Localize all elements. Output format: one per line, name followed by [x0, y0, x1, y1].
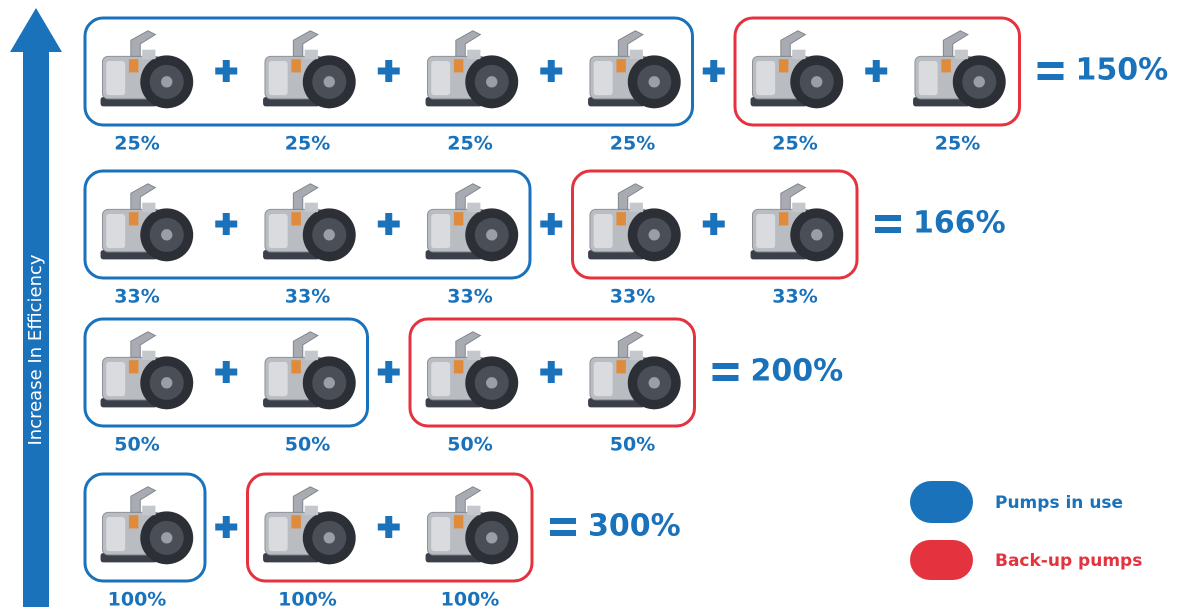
pump-image: [101, 31, 194, 109]
pump-share-label: 50%: [447, 434, 492, 456]
plus-sign: [385, 60, 392, 82]
pump-image: [588, 31, 681, 109]
arrow-label: Increase In Efficiency: [25, 254, 46, 445]
pump-share-label: 25%: [772, 133, 817, 155]
pump-share-label: 50%: [610, 434, 655, 456]
plus-sign: [548, 213, 555, 235]
pump-image: [426, 184, 519, 262]
pump-share-label: 33%: [447, 286, 492, 308]
pump-image: [588, 184, 681, 262]
plus-sign: [873, 60, 880, 82]
pump-share-label: 100%: [108, 589, 167, 607]
plus-sign: [710, 60, 717, 82]
pump-image: [426, 332, 519, 410]
pump-image: [751, 31, 844, 109]
pump-share-label: 50%: [114, 434, 159, 456]
plus-sign: [548, 60, 555, 82]
pump-share-label: 33%: [610, 286, 655, 308]
pump-image: [101, 487, 194, 565]
equals-sign: [1038, 74, 1064, 80]
pump-image: [101, 184, 194, 262]
equals-sign: [1038, 62, 1064, 68]
pump-share-label: 25%: [114, 133, 159, 155]
pump-share-label: 33%: [285, 286, 330, 308]
plus-sign: [223, 361, 230, 383]
equals-sign: [550, 530, 576, 536]
legend-label-in-use: Pumps in use: [995, 493, 1123, 513]
equals-sign: [875, 227, 901, 233]
pump-image: [263, 332, 356, 410]
infographic: Increase In Efficiency 25% 25% 25% 25% 25% 25…: [0, 0, 1179, 607]
plus-sign: [385, 213, 392, 235]
plus-sign: [710, 213, 717, 235]
plus-sign: [223, 60, 230, 82]
legend-swatch-backup: [910, 540, 973, 580]
equals-sign: [550, 518, 576, 524]
pump-image: [588, 332, 681, 410]
equals-sign: [875, 215, 901, 221]
pump-share-label: 25%: [610, 133, 655, 155]
row-total: 150%: [1076, 53, 1169, 88]
row-total: 300%: [588, 509, 681, 544]
pump-image: [426, 487, 519, 565]
pump-share-label: 33%: [114, 286, 159, 308]
pump-share-label: 25%: [285, 133, 330, 155]
plus-sign: [548, 361, 555, 383]
pump-image: [751, 184, 844, 262]
pump-image: [101, 332, 194, 410]
plus-sign: [385, 361, 392, 383]
pump-share-label: 100%: [278, 589, 337, 607]
legend-swatch-in-use: [910, 481, 973, 523]
pump-share-label: 25%: [935, 133, 980, 155]
plus-sign: [223, 516, 230, 538]
pump-image: [263, 184, 356, 262]
plus-sign: [223, 213, 230, 235]
pump-share-label: 50%: [285, 434, 330, 456]
pump-image: [426, 31, 519, 109]
legend-label-backup: Back-up pumps: [995, 551, 1142, 571]
pump-share-label: 100%: [441, 589, 500, 607]
pump-image: [913, 31, 1006, 109]
pump-image: [263, 31, 356, 109]
row-total: 166%: [913, 206, 1006, 241]
equals-sign: [713, 363, 739, 369]
pump-image: [263, 487, 356, 565]
pump-share-label: 25%: [447, 133, 492, 155]
pump-share-label: 33%: [772, 286, 817, 308]
plus-sign: [385, 516, 392, 538]
row-total: 200%: [751, 354, 844, 389]
equals-sign: [713, 375, 739, 381]
